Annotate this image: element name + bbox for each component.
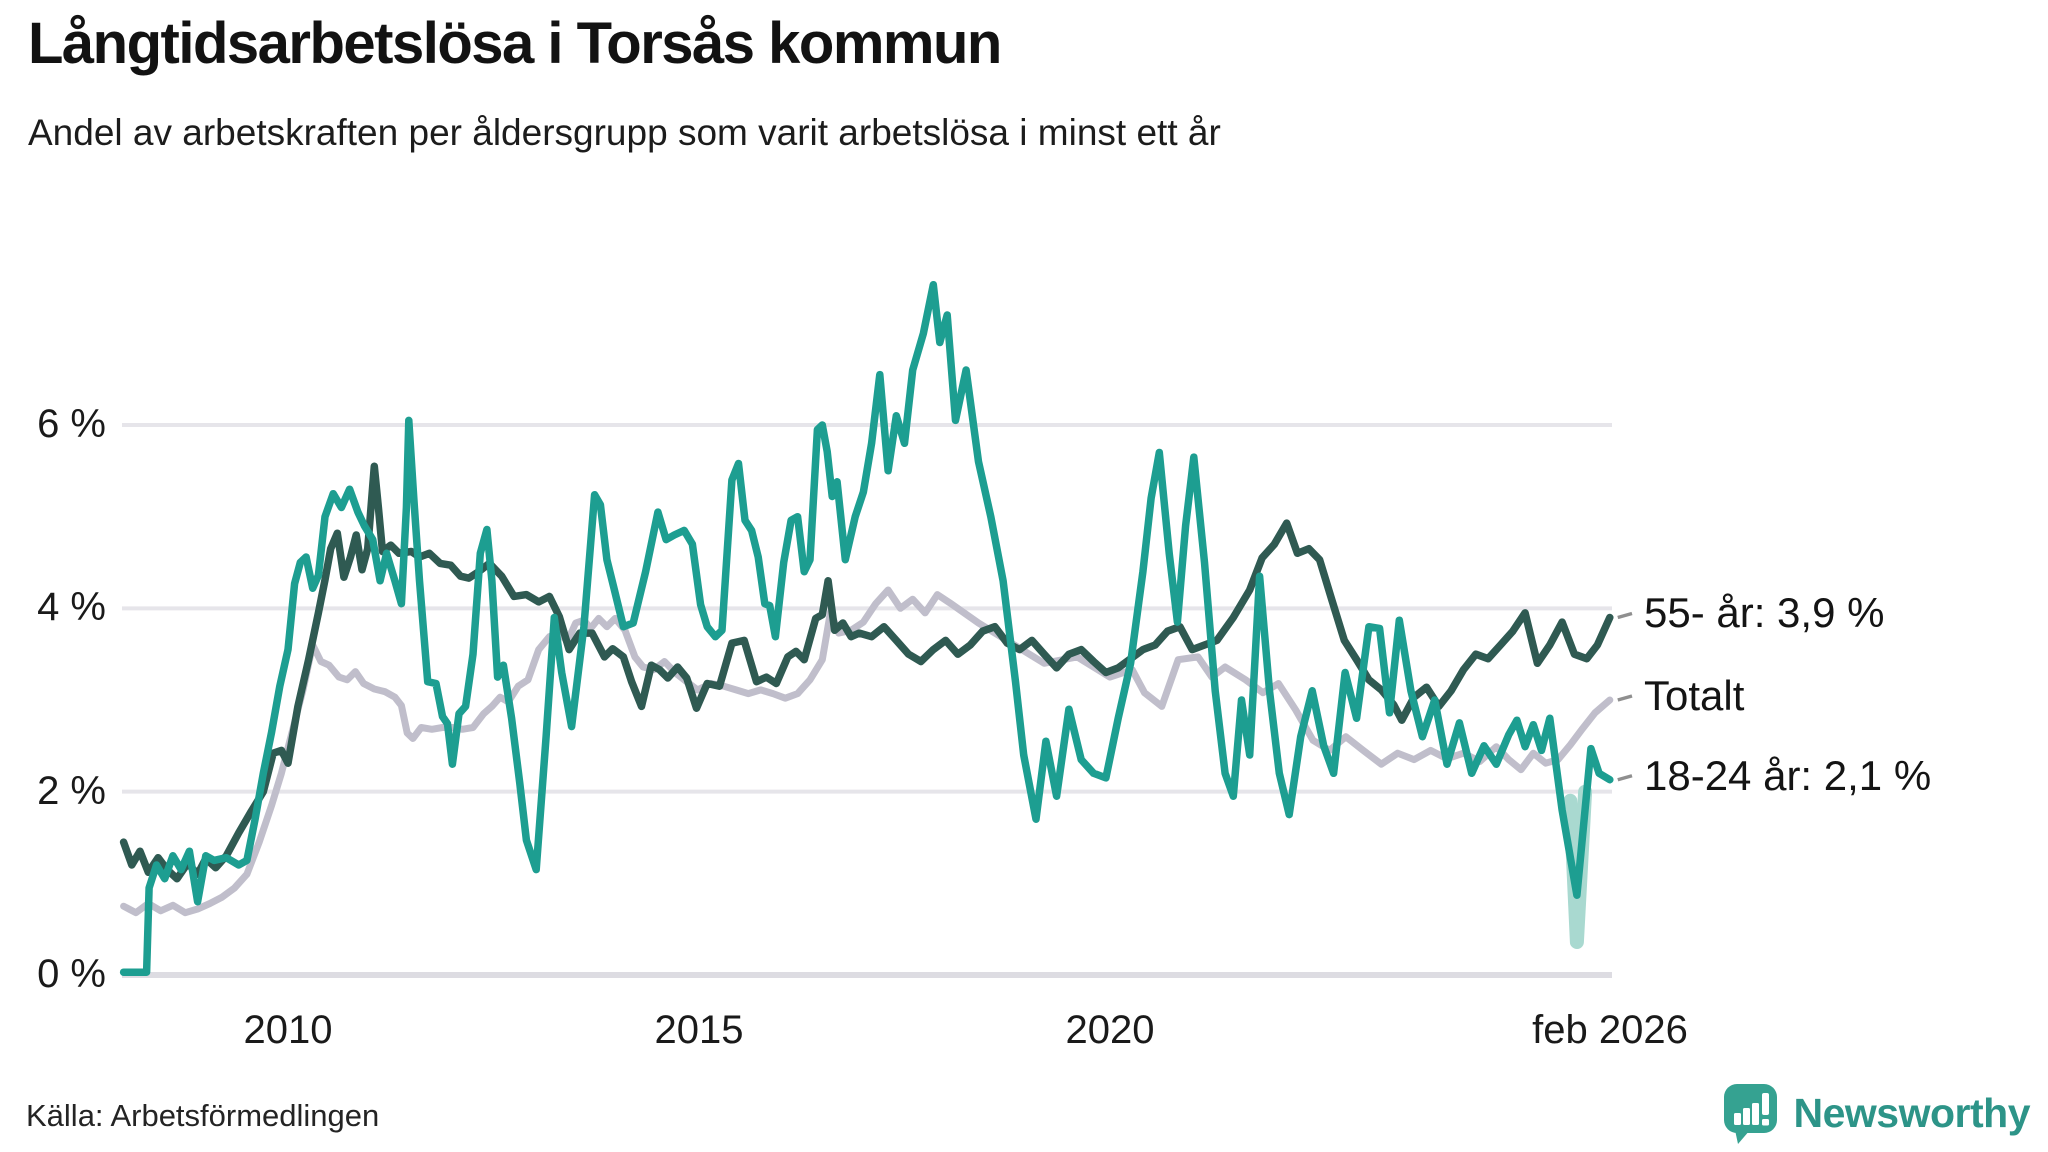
x-axis-tick-label: 2010 [243, 1008, 333, 1052]
newsworthy-logo: Newsworthy [1722, 1082, 2031, 1144]
newsworthy-logo-text: Newsworthy [1793, 1089, 2031, 1136]
y-axis-tick-label: 2 % [37, 768, 106, 813]
y-axis-tick-label: 6 % [37, 401, 106, 446]
bar-chart-speech-bubble-icon [1723, 1084, 1777, 1144]
y-axis-tick-label: 0 % [37, 952, 106, 996]
label-connector [1617, 611, 1633, 620]
series-line-18-24-r [119, 280, 1614, 976]
label-connector [1617, 774, 1633, 782]
page-subtitle: Andel av arbetskraften per åldersgrupp s… [28, 112, 1221, 153]
page-title: Långtidsarbetslösa i Torsås kommun [28, 11, 1002, 76]
series-line-55--r [119, 462, 1614, 883]
series-end-label-55--r: 55- år: 3,9 % [1644, 589, 1885, 637]
x-axis-tick-label: 2015 [654, 1008, 744, 1052]
series-end-label-18-24-r: 18-24 år: 2,1 % [1644, 751, 1932, 799]
y-axis-tick-label: 4 % [37, 585, 106, 630]
x-axis-tick-label: 2020 [1065, 1008, 1155, 1052]
label-connector [1617, 694, 1633, 702]
x-axis-tick-label: feb 2026 [1532, 1008, 1688, 1052]
series-end-label-totalt: Totalt [1644, 671, 1745, 719]
source-label: Källa: Arbetsförmedlingen [26, 1098, 380, 1133]
